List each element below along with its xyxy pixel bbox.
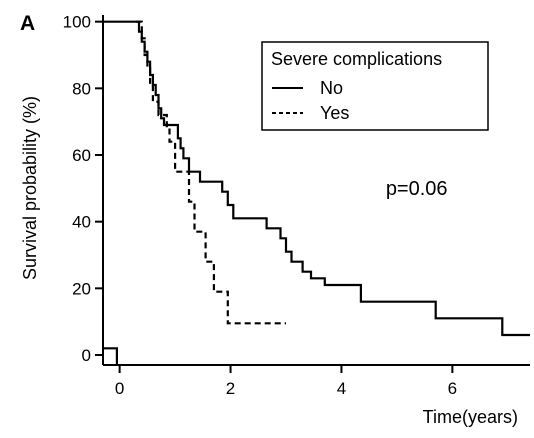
y-tick-label: 0 (82, 346, 91, 365)
legend-label-no: No (320, 78, 343, 98)
y-tick-label: 80 (72, 79, 91, 98)
x-tick-label: 4 (337, 379, 346, 398)
y-tick-label: 20 (72, 279, 91, 298)
p-value-annotation: p=0.06 (386, 178, 448, 200)
y-tick-label: 40 (72, 213, 91, 232)
x-axis-label: Time(years) (423, 407, 518, 427)
series-layer (103, 20, 530, 365)
km-curve-baseline-2 (103, 347, 118, 365)
legend-label-yes: Yes (320, 103, 349, 123)
km-curve-yes (136, 20, 286, 325)
x-tick-label: 6 (448, 379, 457, 398)
panel-letter: A (20, 12, 35, 35)
x-tick-label: 0 (115, 379, 124, 398)
legend-box (261, 41, 489, 131)
legend: Severe complications No Yes (261, 41, 489, 131)
x-tick-label: 2 (226, 379, 235, 398)
y-tick-label: 60 (72, 146, 91, 165)
legend-title: Severe complications (271, 49, 442, 69)
y-tick-label: 100 (63, 13, 91, 32)
y-axis-label: Survival probability (%) (20, 96, 40, 280)
